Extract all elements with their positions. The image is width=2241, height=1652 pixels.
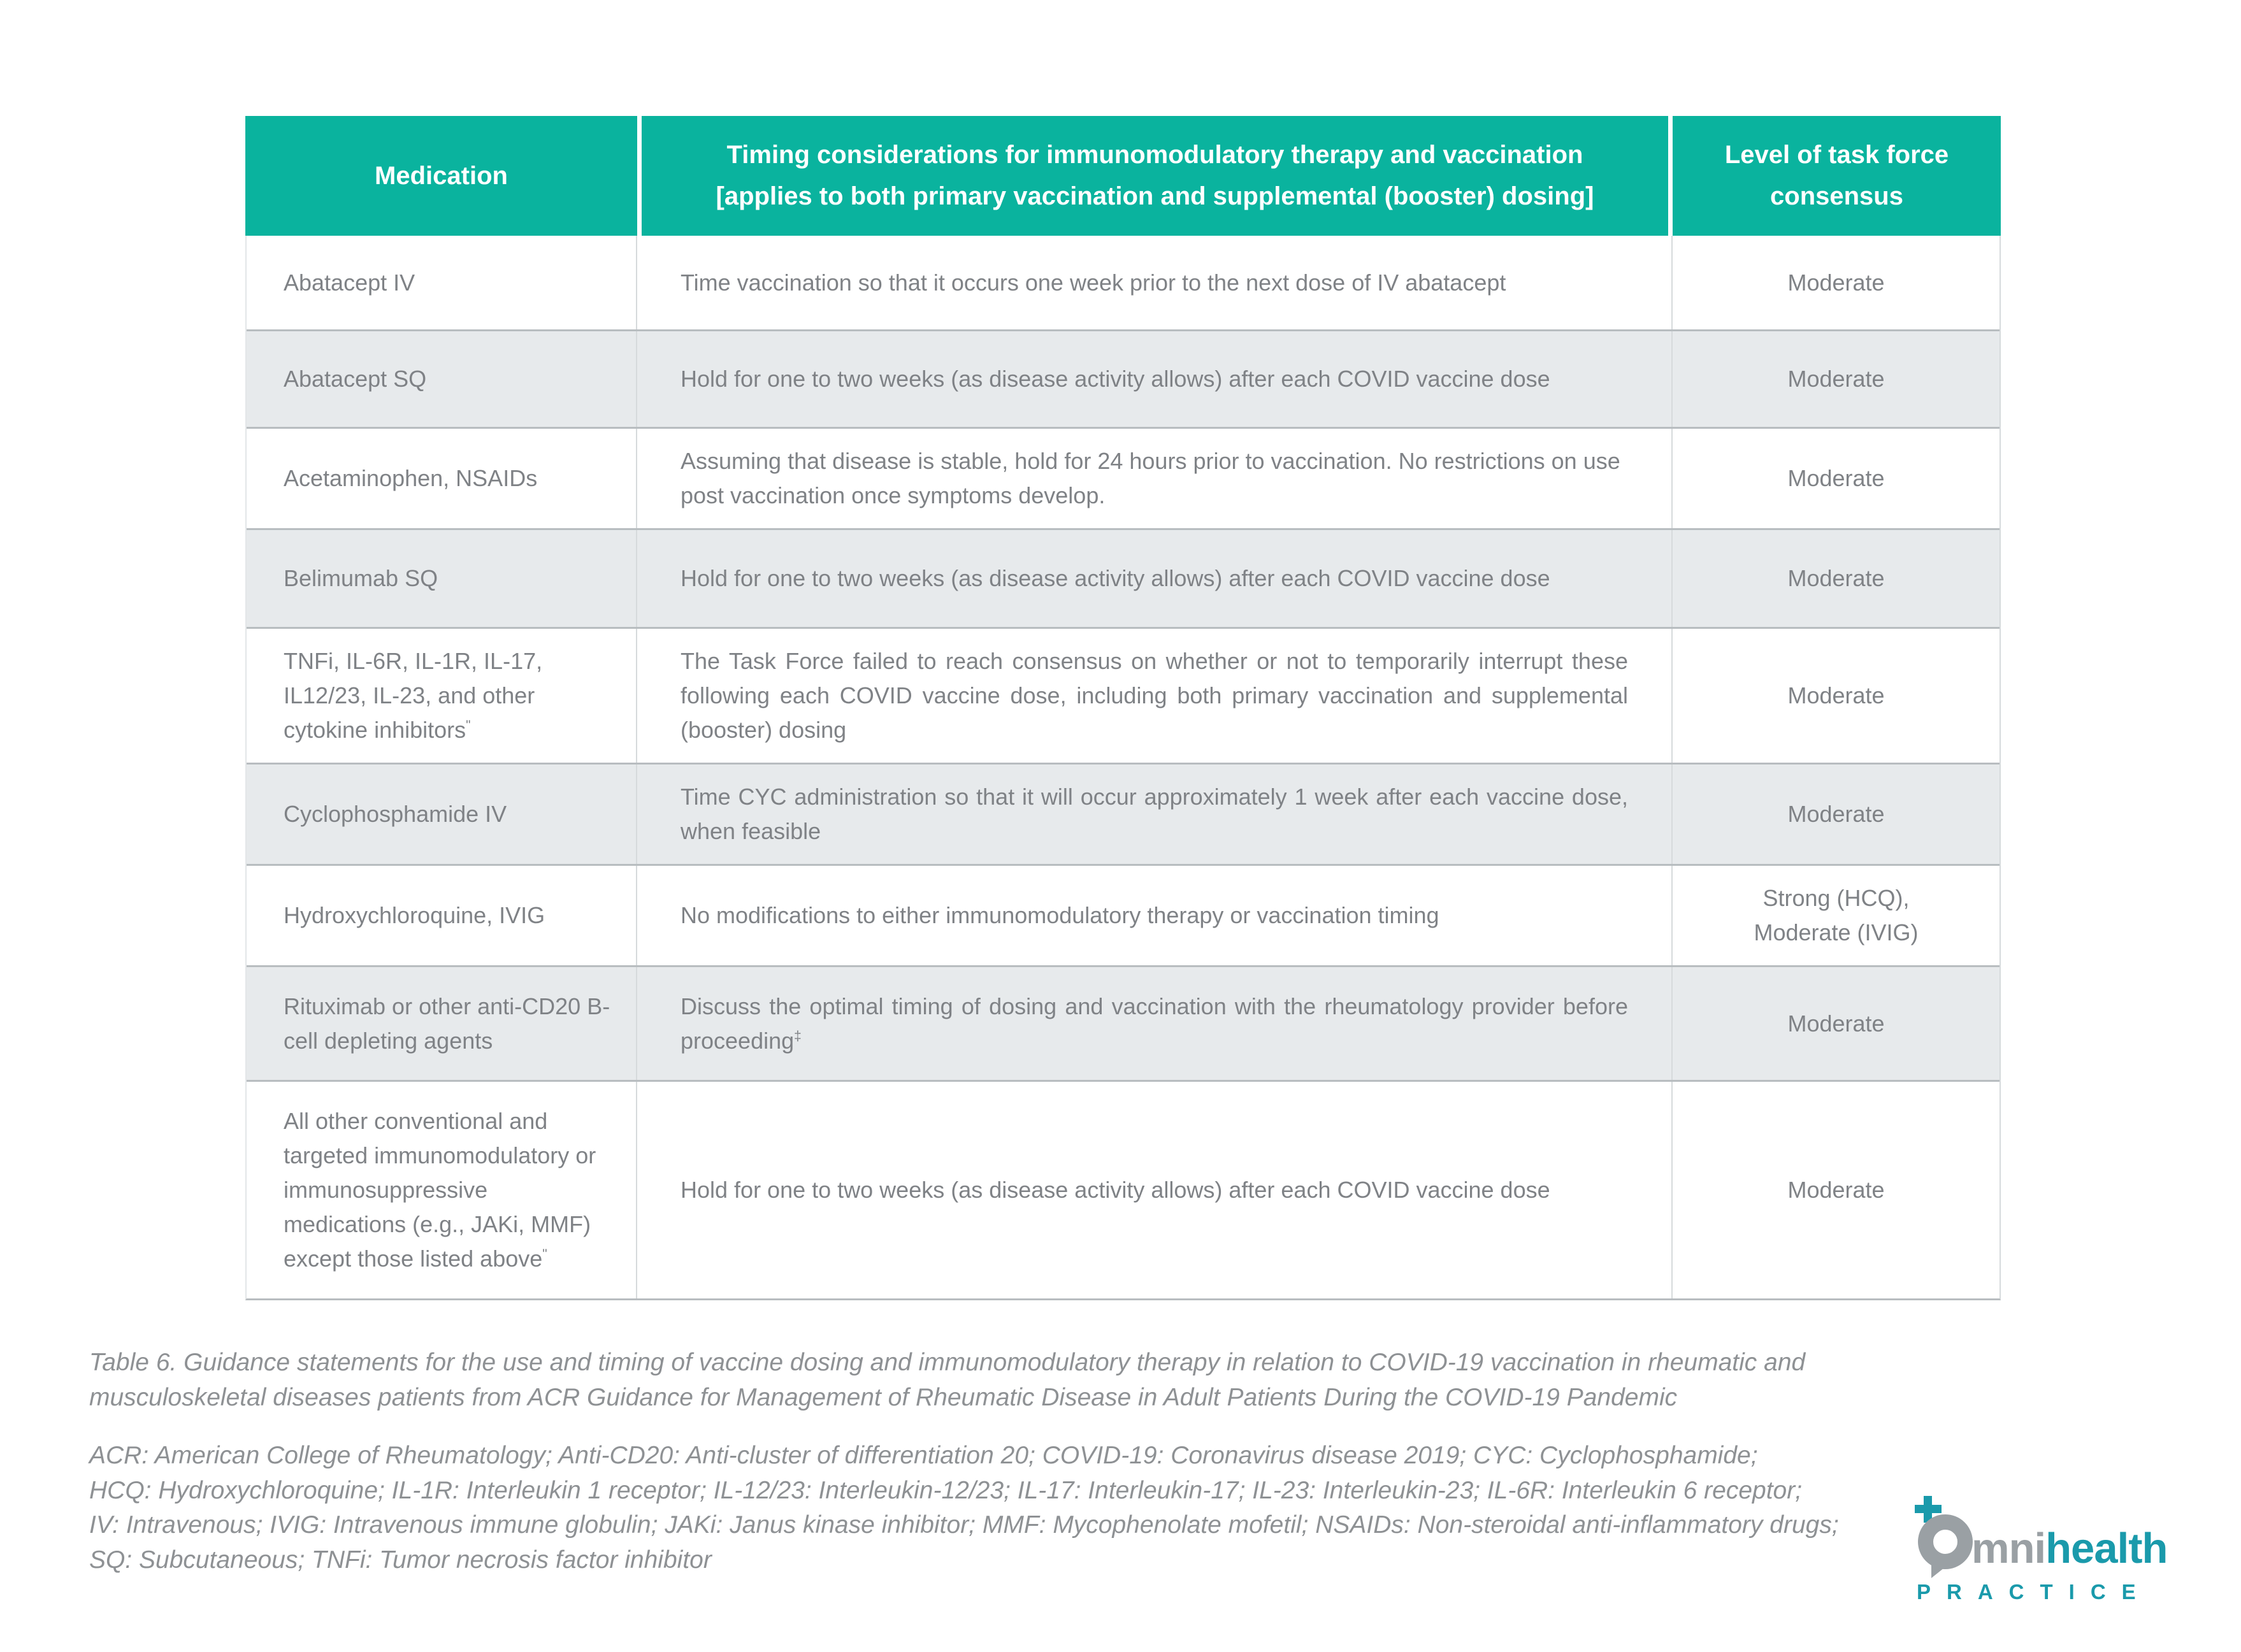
medication-cell: Abatacept SQ xyxy=(247,331,637,427)
consensus-cell: Moderate xyxy=(1787,269,1885,296)
consensus-cell: Moderate xyxy=(1787,565,1885,591)
header-cell-timing: Timing considerations for immunomodulato… xyxy=(637,116,1673,236)
table-row: Rituximab or other anti-CD20 B-cell depl… xyxy=(247,965,2000,1080)
timing-cell: Hold for one to two weeks (as disease ac… xyxy=(637,331,1673,427)
omnihealth-logo: mnihealth PRACTICE xyxy=(1913,1495,2168,1604)
medication-cell: Hydroxychloroquine, IVIG xyxy=(247,866,637,965)
table-body: Abatacept IV Time vaccination so that it … xyxy=(245,236,2001,1300)
timing-cell: Discuss the optimal timing of dosing and… xyxy=(637,967,1673,1080)
medication-cell: Cyclophosphamide IV xyxy=(247,765,637,864)
table-caption: Table 6. Guidance statements for the use… xyxy=(89,1349,1806,1411)
consensus-cell: Moderate xyxy=(1787,1010,1885,1037)
table-header-row: Medication Timing considerations for imm… xyxy=(245,116,2001,236)
logo-wordmark: mnihealth xyxy=(1913,1495,2168,1579)
medication-cell: Rituximab or other anti-CD20 B-cell depl… xyxy=(247,967,637,1080)
medication-cell: Belimumab SQ xyxy=(247,530,637,627)
table-row: All other conventional and targeted immu… xyxy=(247,1080,2000,1298)
medication-cell: Acetaminophen, NSAIDs xyxy=(247,429,637,528)
table-row: Belimumab SQ Hold for one to two weeks (a… xyxy=(247,528,2000,627)
consensus-cell: Moderate xyxy=(1787,366,1885,392)
header-cell-medication: Medication xyxy=(245,116,637,236)
timing-cell: Time CYC administration so that it will … xyxy=(637,765,1673,864)
table-row: Abatacept SQ Hold for one to two weeks (a… xyxy=(247,329,2000,427)
timing-cell: Assuming that disease is stable, hold fo… xyxy=(637,429,1673,528)
logo-speech-bubble-o-icon xyxy=(1915,1496,1973,1578)
logo-text: mnihealth xyxy=(1971,1525,2168,1572)
abbreviations-text: ACR: American College of Rheumatology; A… xyxy=(89,1442,1839,1574)
timing-cell: The Task Force failed to reach consensus… xyxy=(637,629,1673,763)
table-row: TNFi, IL-6R, IL-1R, IL-17, IL12/23, IL-2… xyxy=(247,627,2000,763)
medication-cell: Abatacept IV xyxy=(247,236,637,329)
timing-cell: No modifications to either immunomodulat… xyxy=(637,866,1673,965)
consensus-cell: Moderate xyxy=(1787,682,1885,708)
medication-cell: TNFi, IL-6R, IL-1R, IL-17, IL12/23, IL-2… xyxy=(247,629,637,763)
table-row: Acetaminophen, NSAIDs Assuming that disea… xyxy=(247,427,2000,528)
table-row: Cyclophosphamide IV Time CYC administrati… xyxy=(247,763,2000,864)
logo-omni-text: mni xyxy=(1971,1525,2046,1572)
logo-subtitle: PRACTICE xyxy=(1917,1580,2152,1604)
timing-cell: Hold for one to two weeks (as disease ac… xyxy=(637,1082,1673,1298)
consensus-cell: Strong (HCQ), Moderate (IVIG) xyxy=(1754,885,1919,945)
table-row: Abatacept IV Time vaccination so that it … xyxy=(247,236,2000,329)
header-cell-consensus: Level of task force consensus xyxy=(1673,116,2001,236)
timing-cell: Hold for one to two weeks (as disease ac… xyxy=(637,530,1673,627)
guidance-table: Medication Timing considerations for imm… xyxy=(245,116,2001,1300)
consensus-cell: Moderate xyxy=(1787,465,1885,491)
consensus-cell: Moderate xyxy=(1787,801,1885,827)
medication-cell: All other conventional and targeted immu… xyxy=(247,1082,637,1298)
table-row: Hydroxychloroquine, IVIG No modifications… xyxy=(247,864,2000,965)
logo-health-text: health xyxy=(2045,1525,2168,1572)
timing-cell: Time vaccination so that it occurs one w… xyxy=(637,236,1673,329)
consensus-cell: Moderate xyxy=(1787,1177,1885,1203)
